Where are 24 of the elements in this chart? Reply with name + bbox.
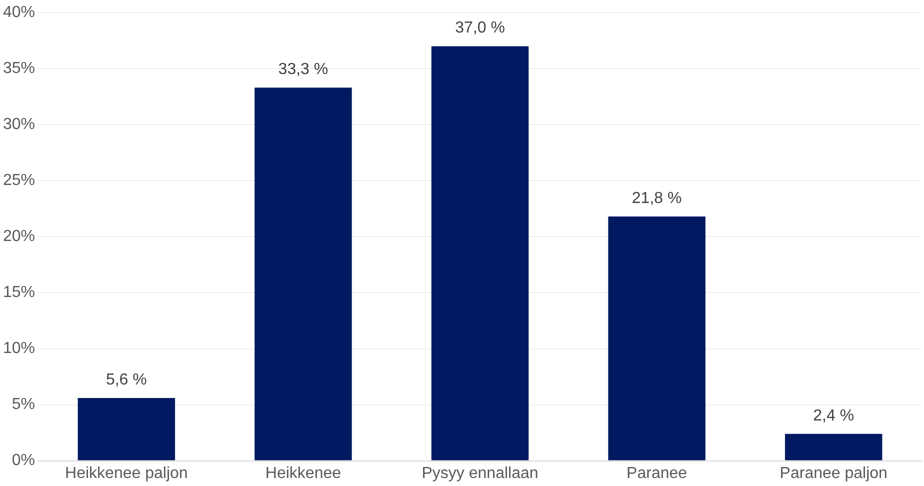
- y-tick-label: 5%: [12, 396, 36, 414]
- bar: [608, 216, 706, 460]
- y-tick-label: 0%: [12, 452, 36, 470]
- y-tick-label: 15%: [2, 284, 36, 302]
- y-tick-label: 35%: [2, 60, 36, 78]
- bar: [78, 398, 176, 460]
- y-tick-label: 25%: [2, 172, 36, 190]
- x-tick-label: Paranee paljon: [780, 464, 888, 482]
- y-tick-label: 20%: [2, 228, 36, 246]
- data-label: 2,4 %: [813, 407, 854, 424]
- y-tick-label: 10%: [2, 340, 36, 358]
- x-tick-label: Paranee: [626, 464, 688, 482]
- y-tick-label: 30%: [2, 116, 36, 134]
- x-tick-label: Heikkenee: [265, 464, 342, 482]
- bar: [431, 46, 529, 460]
- x-tick-label: Pysyy ennallaan: [422, 464, 538, 482]
- data-label: 33,3 %: [278, 61, 328, 78]
- data-label: 5,6 %: [106, 371, 147, 388]
- bar: [254, 88, 352, 460]
- y-tick-label: 40%: [2, 4, 36, 22]
- data-label: 37,0 %: [455, 20, 505, 37]
- bar: [784, 434, 882, 460]
- data-label: 21,8 %: [632, 190, 682, 207]
- x-tick-label: Heikkenee paljon: [65, 464, 188, 482]
